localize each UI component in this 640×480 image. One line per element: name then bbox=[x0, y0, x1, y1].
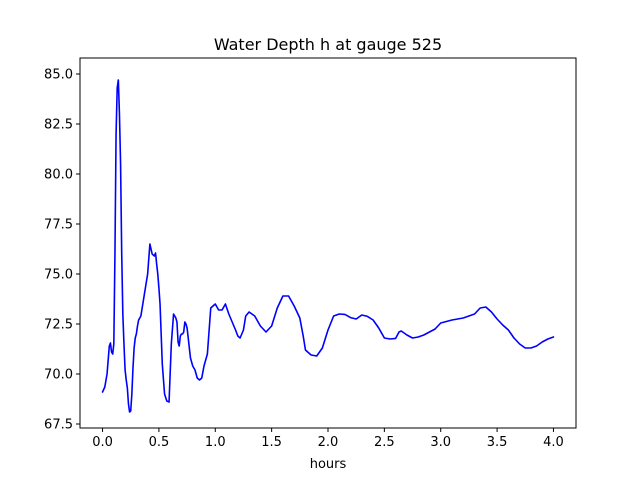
y-axis: 67.5 70.0 72.5 75.0 77.5 80.0 82.5 85.0 bbox=[44, 68, 80, 433]
x-tick-label: 0.5 bbox=[149, 435, 170, 450]
y-tick-label: 72.5 bbox=[44, 318, 73, 333]
x-axis-label: hours bbox=[310, 457, 347, 472]
y-tick-label: 67.5 bbox=[44, 418, 73, 433]
x-tick-label: 3.5 bbox=[487, 435, 508, 450]
y-tick-label: 77.5 bbox=[44, 218, 73, 233]
x-tick-label: 1.0 bbox=[205, 435, 226, 450]
plot-area bbox=[80, 58, 576, 428]
chart-title: Water Depth h at gauge 525 bbox=[214, 35, 442, 54]
x-axis: 0.0 0.5 1.0 1.5 2.0 2.5 3.0 3.5 4.0 bbox=[92, 428, 564, 450]
x-tick-label: 2.5 bbox=[374, 435, 395, 450]
x-tick-label: 1.5 bbox=[261, 435, 282, 450]
x-tick-label: 2.0 bbox=[318, 435, 339, 450]
y-tick-label: 80.0 bbox=[44, 168, 73, 183]
y-tick-label: 75.0 bbox=[44, 268, 73, 283]
series-layer bbox=[101, 79, 555, 413]
x-tick-label: 3.0 bbox=[430, 435, 451, 450]
x-tick-label: 4.0 bbox=[543, 435, 564, 450]
y-tick-label: 70.0 bbox=[44, 368, 73, 383]
y-tick-label: 85.0 bbox=[44, 68, 73, 83]
y-tick-label: 82.5 bbox=[44, 118, 73, 133]
x-tick-label: 0.0 bbox=[92, 435, 113, 450]
series-line-0 bbox=[101, 79, 555, 413]
